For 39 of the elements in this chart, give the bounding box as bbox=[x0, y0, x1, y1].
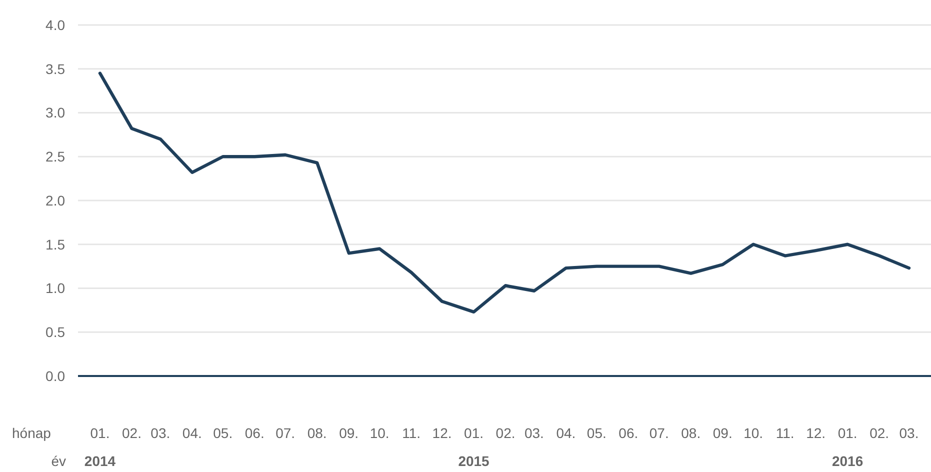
y-tick-label: 2.0 bbox=[46, 192, 66, 208]
x-tick-label: 02. bbox=[870, 425, 890, 441]
y-tick-label: 3.0 bbox=[46, 104, 66, 121]
x-tick-label: 11. bbox=[402, 425, 421, 441]
x-axis-title: hónap bbox=[12, 425, 52, 441]
x-tick-label: 09. bbox=[339, 425, 359, 441]
y-tick-label: 1.0 bbox=[46, 280, 66, 296]
x-tick-label: 02. bbox=[122, 425, 142, 441]
x-tick-label: 10. bbox=[370, 425, 390, 441]
x-tick-label: 04. bbox=[182, 425, 202, 441]
x-tick-label: 09. bbox=[712, 425, 732, 441]
x-tick-label: 03. bbox=[899, 425, 919, 441]
x-tick-label: 01. 2015 bbox=[458, 425, 490, 469]
y-tick-label: 3.5 bbox=[46, 60, 66, 77]
y-tick-label: 4.0 bbox=[46, 16, 66, 33]
text: év bbox=[51, 453, 66, 469]
x-tick-label: 05. bbox=[213, 425, 233, 441]
y-tick-label: 0.5 bbox=[46, 324, 66, 340]
x-tick-label: 03. bbox=[150, 425, 170, 441]
y-tick-label: 0.0 bbox=[46, 368, 66, 384]
x-tick-label: 11. bbox=[776, 425, 794, 441]
line-series bbox=[98, 72, 911, 314]
x-tick-label: 03. bbox=[524, 425, 544, 441]
x-tick-label: 10. bbox=[744, 425, 764, 441]
y-tick-label: 2.5 bbox=[46, 148, 66, 165]
x-tick-label: 04. bbox=[556, 425, 576, 441]
x-tick-label: 02. bbox=[496, 425, 516, 441]
x-tick-label: 07. bbox=[276, 425, 296, 441]
y-tick-label: 1.5 bbox=[46, 236, 66, 252]
x-tick-label: 07. bbox=[649, 425, 669, 441]
x-tick-label: 08. bbox=[307, 425, 327, 441]
x-tick-label: 06. bbox=[244, 425, 264, 441]
x-tick-label: 01. 2014 bbox=[84, 425, 116, 469]
x-tick-label: 12. bbox=[432, 425, 452, 441]
x-tick-label: 12. bbox=[806, 425, 826, 441]
x-tick-label: 01. 2016 bbox=[832, 425, 864, 469]
x-tick-label: 08. bbox=[681, 425, 701, 441]
x-tick-label: 06. bbox=[618, 425, 638, 441]
x-tick-label: 05. bbox=[586, 425, 606, 441]
